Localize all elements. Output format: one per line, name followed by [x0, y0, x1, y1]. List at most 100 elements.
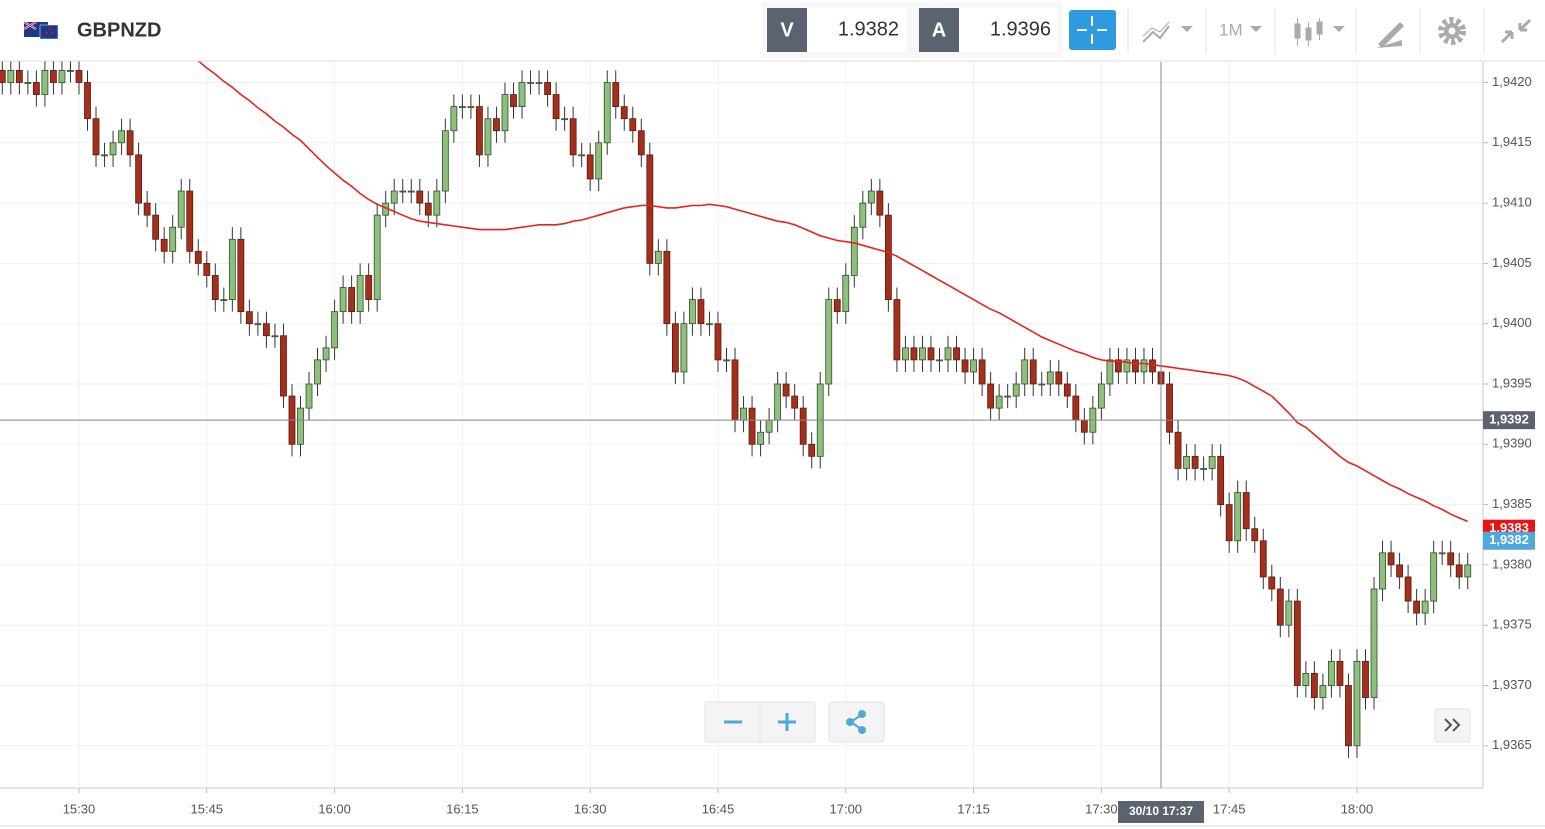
candle-body: [280, 335, 287, 397]
candle-body: [1302, 673, 1310, 686]
draw-button[interactable]: [1376, 22, 1404, 48]
candle-body: [1183, 455, 1190, 469]
collapse-button[interactable]: [1500, 18, 1532, 44]
candle-body: [407, 190, 415, 193]
candle-body: [552, 94, 560, 120]
x-tick-label: 17:15: [957, 801, 990, 816]
candle-body: [416, 190, 424, 204]
x-tick-label: 16:00: [318, 801, 351, 816]
candle-body: [740, 407, 747, 421]
candle-body: [160, 238, 168, 252]
candle-body: [237, 238, 245, 313]
candle-body: [1191, 455, 1199, 469]
candle-body: [203, 262, 211, 276]
candle-body: [1293, 600, 1301, 686]
ask-badge[interactable]: [919, 8, 959, 52]
candle-body: [961, 359, 969, 373]
candle-body: [1106, 359, 1114, 385]
candle-body: [791, 395, 799, 409]
scroll-end-button[interactable]: [1434, 708, 1471, 743]
candle-body: [305, 383, 313, 409]
candle-body: [135, 154, 143, 204]
crosshair-y-label: 1,9392: [1489, 412, 1529, 427]
candle-body: [1328, 660, 1335, 686]
candle-body: [953, 347, 960, 361]
y-tick-label: 1,9400: [1492, 315, 1532, 330]
crosshair-button[interactable]: [1069, 10, 1116, 50]
candle-body: [1242, 492, 1250, 530]
candle-body: [833, 299, 841, 313]
candle-body: [603, 82, 611, 144]
candle-body: [1063, 383, 1071, 397]
candle-body: [825, 299, 833, 385]
candle-body: [1438, 552, 1446, 555]
chart-type-button[interactable]: [1142, 21, 1193, 43]
candle-body: [271, 335, 279, 338]
candle-body: [586, 154, 594, 180]
candle-body: [399, 190, 407, 193]
ask-label: A: [932, 19, 946, 41]
moving-average-line: [197, 60, 1469, 523]
candle-body: [356, 275, 364, 313]
candle-body: [884, 214, 892, 300]
candle-body: [1345, 685, 1352, 747]
bid-badge[interactable]: [767, 8, 807, 52]
candle-body: [1004, 395, 1012, 398]
candle-body: [1430, 552, 1438, 602]
candle-body: [118, 130, 125, 144]
y-tick-label: 1,9385: [1492, 496, 1532, 511]
candle-body: [842, 275, 850, 313]
x-tick-label: 18:00: [1341, 801, 1374, 816]
candle-body: [450, 106, 458, 132]
candle-body: [476, 106, 483, 156]
candle-body: [1310, 673, 1318, 698]
candle-body: [782, 383, 790, 397]
candle-body: [143, 202, 151, 216]
candle-body: [1276, 588, 1284, 626]
candle-body: [1336, 660, 1344, 686]
share-button[interactable]: [828, 701, 885, 743]
zoom-in[interactable]: [778, 713, 796, 731]
candle-body: [50, 70, 57, 83]
candle-body: [544, 82, 551, 95]
candle-body: [228, 238, 236, 300]
candle-body: [58, 70, 66, 83]
ask-box: [959, 8, 1058, 52]
candle-body: [1132, 359, 1139, 373]
candle-body: [995, 395, 1003, 409]
candle-body: [1012, 383, 1020, 397]
bid-label: V: [780, 19, 794, 41]
candle-body: [799, 407, 807, 445]
candle-body: [101, 154, 108, 157]
y-tick-label: 1,9365: [1492, 737, 1532, 752]
candle-body: [680, 323, 688, 373]
timeframe[interactable]: 1M: [1219, 20, 1243, 39]
candles-button[interactable]: [1294, 18, 1345, 46]
settings-button[interactable]: [1438, 17, 1466, 45]
crosshair-x-badge: [1118, 801, 1204, 823]
candle-body: [7, 70, 15, 83]
candle-body: [1387, 552, 1395, 566]
candle-body: [910, 347, 918, 361]
candle-body: [365, 275, 373, 300]
x-tick-label: 16:15: [446, 801, 479, 816]
crosshair-y-badge: [1483, 411, 1535, 430]
candle-body: [126, 130, 134, 156]
candle-body: [152, 214, 160, 240]
candle-body: [263, 323, 270, 337]
candle-body: [169, 226, 177, 252]
candle-body: [629, 118, 637, 132]
candle-body: [561, 118, 569, 121]
candle-body: [765, 419, 773, 433]
candle-body: [109, 142, 117, 156]
candle-body: [893, 299, 901, 361]
candle-body: [654, 250, 662, 264]
candle-body: [211, 275, 219, 300]
candle-body: [186, 190, 194, 252]
candle-body: [723, 359, 730, 362]
symbol: GBPNZD: [77, 19, 161, 41]
candle-body: [1319, 685, 1327, 698]
x-tick-label: 15:45: [191, 801, 224, 816]
candle-body: [1038, 383, 1046, 386]
